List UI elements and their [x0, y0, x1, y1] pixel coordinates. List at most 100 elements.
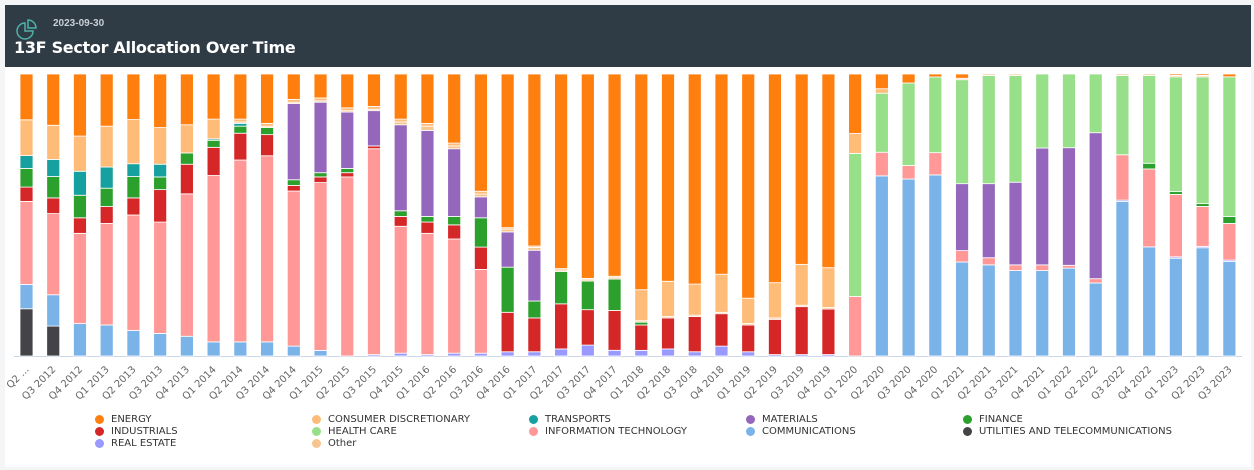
bar-segment-mat[interactable] [367, 110, 381, 147]
bar-segment-fin[interactable] [73, 194, 87, 219]
bar-segment-energy[interactable] [126, 73, 141, 120]
bar-segment-energy[interactable] [607, 73, 622, 277]
bar-segment-ind[interactable] [233, 132, 248, 161]
bar-segment-fin[interactable] [1222, 216, 1237, 224]
bar-segment-mat[interactable] [447, 148, 462, 217]
bar-segment-energy[interactable] [741, 73, 756, 299]
bar-segment-comm[interactable] [1035, 270, 1050, 357]
bar-segment-fin[interactable] [1195, 203, 1210, 207]
bar-segment-ind[interactable] [179, 163, 194, 195]
bar-segment-ind[interactable] [607, 310, 622, 351]
bar-segment-comm[interactable] [19, 284, 34, 310]
bar-segment-comm[interactable] [179, 335, 194, 357]
bar-segment-it[interactable] [955, 250, 969, 263]
bar-segment-comm[interactable] [955, 261, 969, 357]
bar-segment-comm[interactable] [1195, 247, 1210, 357]
bar-segment-ind[interactable] [286, 184, 301, 192]
bar-segment-cd[interactable] [687, 283, 702, 316]
bar-segment-trans[interactable] [46, 159, 61, 177]
bar-segment-cd[interactable] [367, 106, 381, 110]
bar-segment-re[interactable] [500, 351, 515, 357]
bar-segment-cd[interactable] [126, 119, 141, 165]
bar-segment-it[interactable] [1008, 264, 1023, 271]
bar-segment-mat[interactable] [1088, 132, 1103, 280]
bar-segment-mat[interactable] [474, 196, 488, 219]
bar-segment-comm[interactable] [260, 341, 274, 357]
bar-segment-it[interactable] [420, 232, 435, 355]
bar-segment-trans[interactable] [153, 163, 168, 178]
bar-segment-energy[interactable] [768, 73, 782, 284]
bar-segment-other[interactable] [1008, 73, 1023, 76]
bar-segment-mat[interactable] [1062, 147, 1076, 266]
bar-segment-it[interactable] [99, 223, 114, 326]
bar-segment-hc[interactable] [1008, 75, 1023, 183]
bar-segment-mat[interactable] [1008, 181, 1023, 266]
bar-segment-cd[interactable] [474, 190, 488, 195]
bar-segment-ind[interactable] [340, 172, 355, 178]
bar-segment-comm[interactable] [1222, 261, 1237, 357]
legend-item-energy[interactable]: ENERGY [95, 414, 151, 425]
bar-segment-ind[interactable] [687, 316, 702, 353]
bar-segment-cd[interactable] [260, 122, 274, 127]
bar-segment-fin[interactable] [1168, 191, 1183, 195]
bar-segment-mat[interactable] [393, 124, 408, 212]
bar-segment-cd[interactable] [393, 118, 408, 123]
bar-segment-it[interactable] [340, 176, 355, 357]
bar-segment-energy[interactable] [420, 73, 435, 124]
bar-segment-it[interactable] [874, 151, 889, 177]
bar-segment-other[interactable] [1142, 73, 1157, 76]
bar-segment-it[interactable] [1115, 154, 1130, 201]
bar-segment-other[interactable] [527, 247, 542, 251]
bar-segment-it[interactable] [1168, 194, 1183, 258]
bar-segment-it[interactable] [1195, 206, 1210, 247]
bar-segment-util[interactable] [46, 325, 61, 357]
bar-segment-fin[interactable] [500, 266, 515, 313]
bar-segment-ind[interactable] [794, 306, 809, 355]
bar-segment-comm[interactable] [1142, 246, 1157, 357]
legend-item-mat[interactable]: MATERIALS [746, 414, 818, 425]
bar-segment-cd[interactable] [99, 125, 114, 168]
bar-segment-other[interactable] [420, 125, 435, 131]
bar-segment-energy[interactable] [901, 73, 916, 84]
bar-segment-it[interactable] [981, 257, 996, 266]
bar-segment-fin[interactable] [420, 216, 435, 223]
bar-segment-it[interactable] [153, 221, 168, 334]
bar-segment-energy[interactable] [634, 73, 649, 291]
bar-segment-re[interactable] [580, 344, 595, 357]
bar-segment-energy[interactable] [848, 73, 863, 134]
bar-segment-cd[interactable] [794, 263, 809, 306]
bar-segment-ind[interactable] [554, 303, 568, 350]
bar-segment-hc[interactable] [874, 92, 889, 153]
bar-segment-cd[interactable] [313, 97, 328, 102]
bar-segment-it[interactable] [1088, 278, 1103, 284]
bar-segment-comm[interactable] [1168, 257, 1183, 357]
bar-segment-fin[interactable] [634, 321, 649, 326]
bar-segment-energy[interactable] [153, 73, 168, 128]
bar-segment-it[interactable] [474, 269, 488, 354]
bar-segment-it[interactable] [1035, 264, 1050, 271]
bar-segment-re[interactable] [393, 352, 408, 357]
bar-segment-hc[interactable] [848, 152, 863, 297]
bar-segment-it[interactable] [206, 175, 221, 343]
bar-segment-fin[interactable] [554, 270, 568, 305]
legend-item-util[interactable]: UTILITIES AND TELECOMMUNICATIONS [963, 426, 1172, 437]
bar-segment-energy[interactable] [286, 73, 301, 100]
bar-segment-energy[interactable] [474, 73, 488, 192]
bar-segment-comm[interactable] [928, 174, 943, 357]
bar-segment-mat[interactable] [981, 183, 996, 259]
bar-segment-other[interactable] [981, 73, 996, 76]
bar-segment-hc[interactable] [1222, 76, 1237, 217]
bar-segment-energy[interactable] [447, 73, 462, 144]
bar-segment-hc[interactable] [928, 76, 943, 154]
bar-segment-hc[interactable] [1115, 75, 1130, 156]
bar-segment-cd[interactable] [286, 98, 301, 103]
bar-segment-fin[interactable] [126, 176, 141, 199]
bar-segment-cd[interactable] [179, 124, 194, 154]
bar-segment-ind[interactable] [741, 324, 756, 353]
bar-segment-it[interactable] [313, 182, 328, 351]
bar-segment-fin[interactable] [19, 168, 34, 188]
bar-segment-comm[interactable] [1115, 201, 1130, 357]
bar-segment-energy[interactable] [73, 73, 87, 137]
bar-segment-energy[interactable] [393, 73, 408, 120]
bar-segment-fin[interactable] [286, 179, 301, 186]
